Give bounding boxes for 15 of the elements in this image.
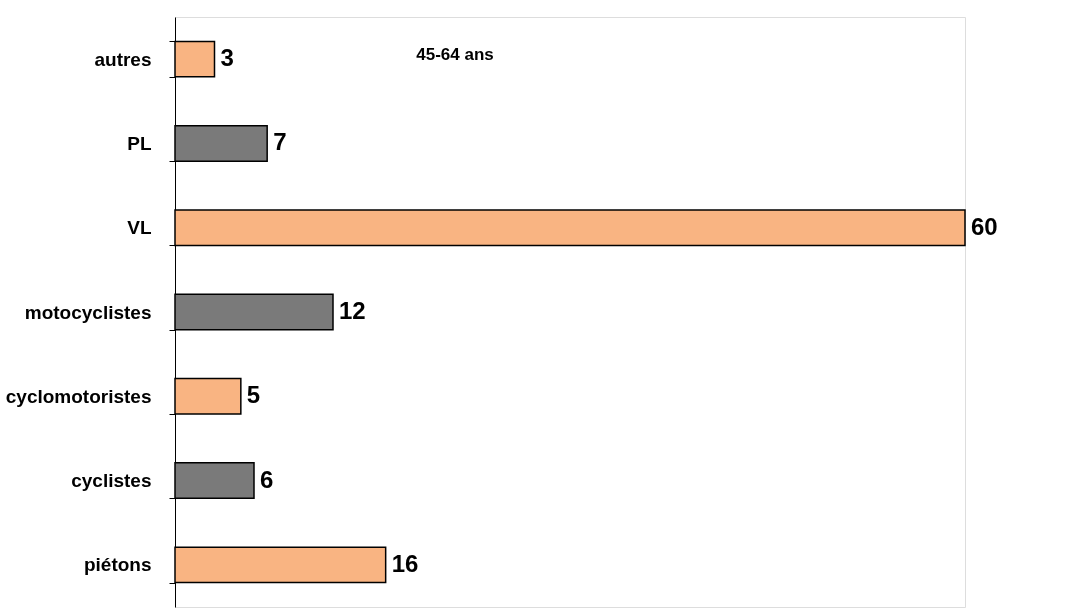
data-label: 60 <box>971 212 998 240</box>
y-tick-label: piétons <box>83 554 152 576</box>
y-tick-label: autres <box>94 48 152 70</box>
data-label: 7 <box>273 128 287 156</box>
y-tick-label: PL <box>127 132 152 154</box>
y-tick-label: motocyclistes <box>24 301 152 323</box>
data-label: 6 <box>260 465 274 493</box>
y-tick-label: VL <box>127 217 152 239</box>
data-label: 5 <box>246 381 261 409</box>
data-label: 12 <box>339 297 366 324</box>
data-label: 3 <box>220 44 234 72</box>
data-label: 16 <box>391 549 419 577</box>
y-tick-label: cyclomotoristes <box>5 385 152 407</box>
y-tick-label: cyclistes <box>71 470 152 492</box>
text: 45-64 ans <box>416 45 494 64</box>
